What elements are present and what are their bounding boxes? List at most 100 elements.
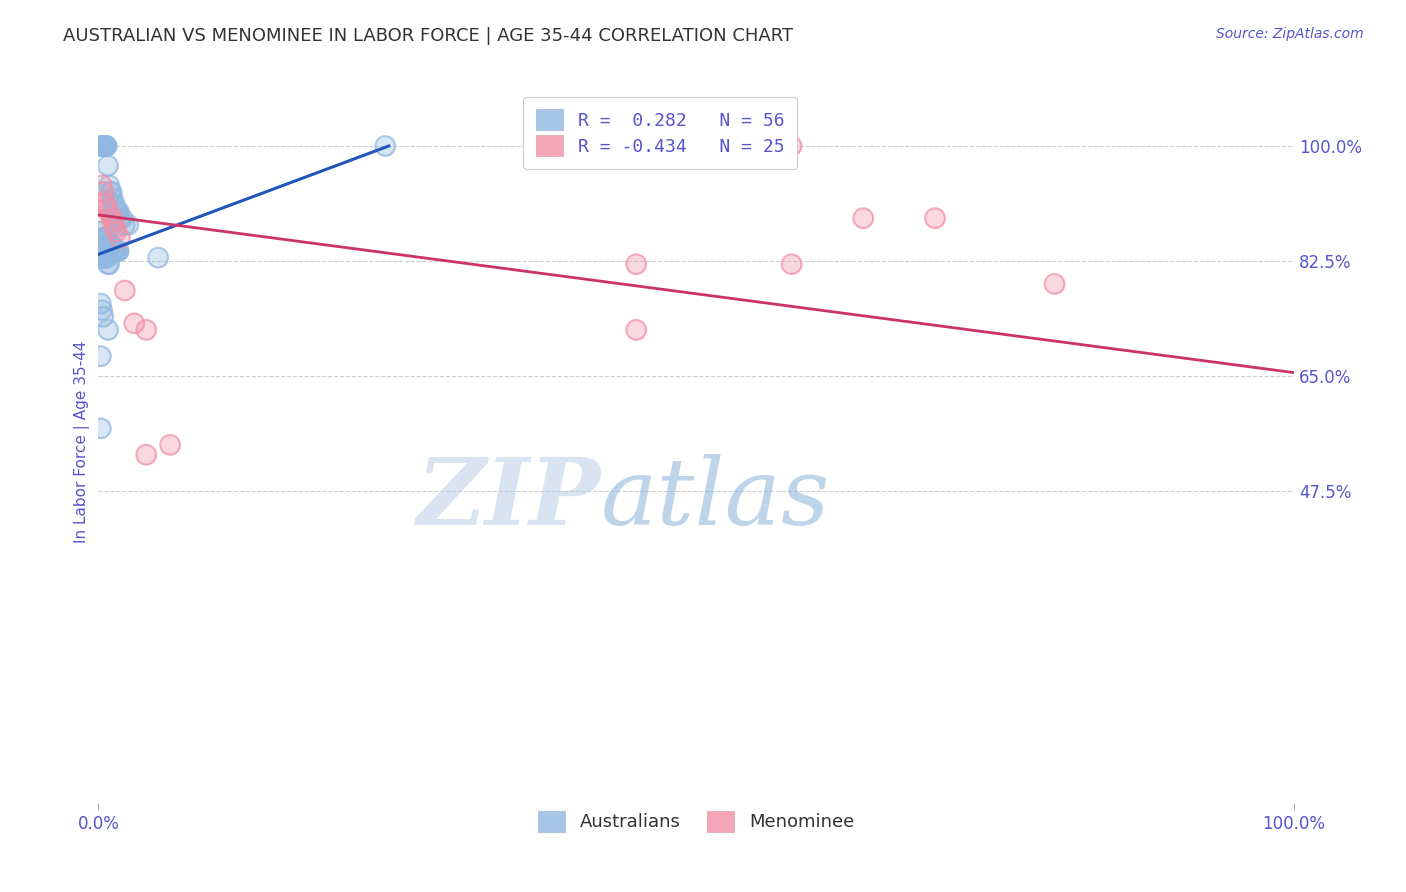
Point	[626, 257, 648, 271]
Point	[780, 139, 803, 153]
Point	[91, 139, 114, 153]
Point	[101, 244, 124, 258]
Text: ZIP: ZIP	[416, 454, 600, 544]
Point	[111, 211, 134, 226]
Point	[117, 218, 139, 232]
Point	[91, 139, 114, 153]
Point	[91, 251, 114, 265]
Point	[93, 139, 115, 153]
Point	[98, 185, 122, 199]
Point	[91, 178, 114, 193]
Point	[100, 185, 122, 199]
Point	[96, 231, 118, 245]
Point	[101, 214, 124, 228]
Point	[148, 251, 170, 265]
Point	[96, 139, 118, 153]
Point	[90, 349, 112, 363]
Point	[98, 237, 121, 252]
Point	[780, 257, 803, 271]
Point	[100, 185, 122, 199]
Point	[96, 139, 118, 153]
Point	[91, 251, 114, 265]
Text: Source: ZipAtlas.com: Source: ZipAtlas.com	[1216, 27, 1364, 41]
Point	[626, 323, 648, 337]
Point	[91, 224, 114, 238]
Point	[124, 316, 146, 330]
Point	[159, 438, 181, 452]
Point	[97, 204, 120, 219]
Point	[117, 218, 139, 232]
Point	[98, 185, 122, 199]
Point	[91, 139, 114, 153]
Point	[90, 296, 112, 310]
Point	[104, 221, 127, 235]
Point	[101, 244, 124, 258]
Point	[101, 214, 124, 228]
Point	[780, 139, 803, 153]
Point	[91, 251, 114, 265]
Point	[91, 139, 114, 153]
Point	[1043, 277, 1066, 291]
Point	[100, 237, 122, 252]
Point	[107, 244, 129, 258]
Point	[100, 237, 122, 252]
Point	[98, 237, 122, 252]
Point	[91, 178, 114, 193]
Point	[103, 198, 125, 212]
Point	[114, 218, 136, 232]
Point	[98, 178, 121, 193]
Point	[90, 251, 112, 265]
Point	[94, 139, 117, 153]
Point	[97, 159, 120, 173]
Point	[103, 218, 125, 232]
Point	[105, 204, 128, 219]
Text: AUSTRALIAN VS MENOMINEE IN LABOR FORCE | AGE 35-44 CORRELATION CHART: AUSTRALIAN VS MENOMINEE IN LABOR FORCE |…	[63, 27, 793, 45]
Point	[90, 421, 112, 435]
Point	[105, 224, 128, 238]
Point	[105, 224, 128, 238]
Point	[114, 284, 136, 298]
Point	[97, 257, 120, 271]
Point	[107, 204, 129, 219]
Point	[90, 349, 112, 363]
Point	[96, 202, 118, 216]
Point	[101, 192, 124, 206]
Point	[626, 323, 648, 337]
Point	[91, 139, 114, 153]
Point	[90, 224, 112, 238]
Point	[135, 323, 157, 337]
Point	[100, 211, 122, 226]
Point	[94, 231, 117, 245]
Point	[103, 218, 125, 232]
Point	[98, 237, 122, 252]
Point	[91, 185, 114, 199]
Point	[97, 159, 120, 173]
Point	[114, 218, 136, 232]
Point	[780, 257, 803, 271]
Point	[97, 237, 120, 252]
Point	[91, 303, 114, 318]
Point	[111, 211, 134, 226]
Point	[91, 310, 114, 324]
Point	[97, 204, 120, 219]
Point	[148, 251, 170, 265]
Point	[91, 303, 114, 318]
Point	[107, 244, 129, 258]
Point	[96, 231, 118, 245]
Point	[98, 257, 121, 271]
Point	[105, 244, 128, 258]
Point	[114, 284, 136, 298]
Point	[93, 251, 115, 265]
Point	[107, 204, 129, 219]
Point	[1043, 277, 1066, 291]
Point	[93, 139, 115, 153]
Point	[97, 257, 120, 271]
Point	[98, 178, 121, 193]
Point	[108, 211, 131, 226]
Legend: Australians, Menominee: Australians, Menominee	[529, 802, 863, 841]
Point	[93, 251, 115, 265]
Point	[91, 231, 114, 245]
Text: atlas: atlas	[600, 454, 830, 544]
Point	[105, 204, 128, 219]
Point	[94, 139, 117, 153]
